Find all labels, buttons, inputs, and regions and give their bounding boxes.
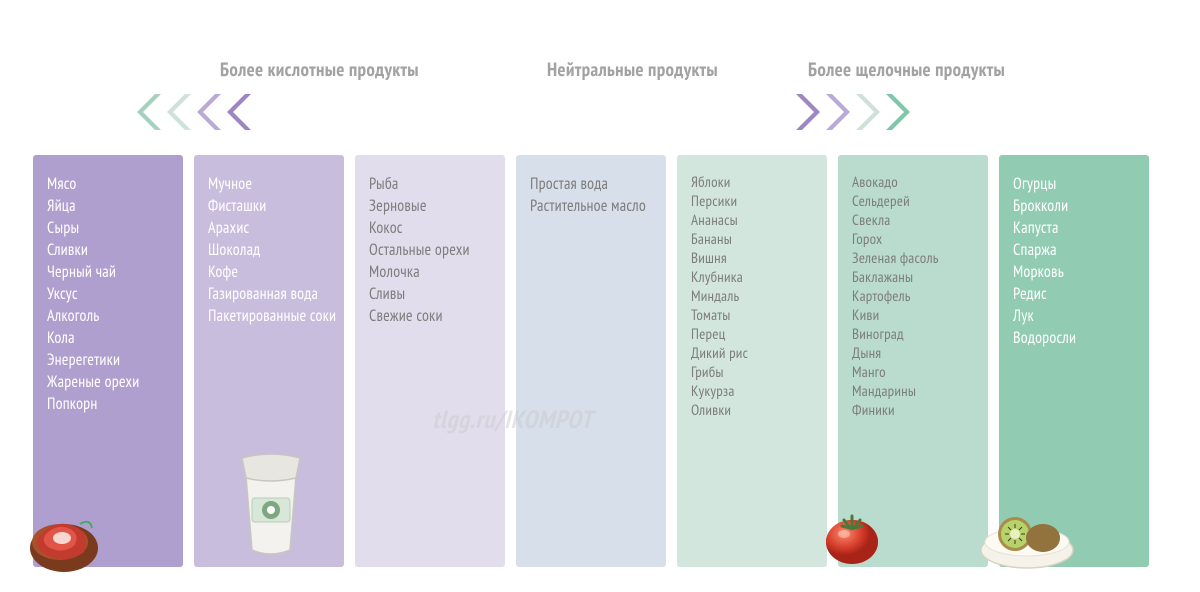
food-item: Зеленая фасоль: [852, 249, 974, 268]
chevron-icon: [880, 92, 914, 132]
food-item: Кофе: [208, 261, 330, 283]
food-item: Энерегетики: [47, 349, 169, 371]
header-acidic: Более кислотные продукты: [220, 58, 419, 82]
food-item: Перец: [691, 325, 813, 344]
food-item: Свежие соки: [369, 305, 491, 327]
food-item: Растительное масло: [530, 195, 652, 217]
chevron-icon: [850, 92, 884, 132]
chevron-icon: [133, 92, 167, 132]
arrows-left: [135, 92, 255, 132]
food-item: Баклажаны: [852, 268, 974, 287]
food-item: Водоросли: [1013, 327, 1135, 349]
food-item: Яйца: [47, 195, 169, 217]
chevron-icon: [223, 92, 257, 132]
food-item: Авокадо: [852, 173, 974, 192]
food-item: Лук: [1013, 305, 1135, 327]
food-item: Сливы: [369, 283, 491, 305]
food-item: Сыры: [47, 217, 169, 239]
watermark: tlgg.ru/IKOMPOT: [432, 403, 593, 435]
food-item: Оливки: [691, 401, 813, 420]
arrows-right: [792, 92, 912, 132]
food-item: Газированная вода: [208, 283, 330, 305]
column-5: АвокадоСельдерейСвеклаГорохЗеленая фасол…: [838, 155, 988, 567]
chevron-icon: [790, 92, 824, 132]
food-item: Бананы: [691, 230, 813, 249]
food-item: Грибы: [691, 363, 813, 382]
food-item: Сельдерей: [852, 192, 974, 211]
food-item: Спаржа: [1013, 239, 1135, 261]
food-item: Капуста: [1013, 217, 1135, 239]
food-item: Черный чай: [47, 261, 169, 283]
food-item: Дикий рис: [691, 344, 813, 363]
food-item: Брокколи: [1013, 195, 1135, 217]
food-item: Жареные орехи: [47, 371, 169, 393]
food-item: Дыня: [852, 344, 974, 363]
header-neutral: Нейтральные продукты: [547, 58, 718, 82]
food-item: Рыба: [369, 173, 491, 195]
header-alkaline: Более щелочные продукты: [808, 58, 1005, 82]
food-item: Уксус: [47, 283, 169, 305]
food-item: Мандарины: [852, 382, 974, 401]
column-4: ЯблокиПерсикиАнанасыБананыВишняКлубникаМ…: [677, 155, 827, 567]
food-item: Зерновые: [369, 195, 491, 217]
food-item: Манго: [852, 363, 974, 382]
food-item: Кола: [47, 327, 169, 349]
food-item: Молочка: [369, 261, 491, 283]
food-item: Остальные орехи: [369, 239, 491, 261]
food-item: Шоколад: [208, 239, 330, 261]
column-3: Простая водаРастительное масло: [516, 155, 666, 567]
food-item: Миндаль: [691, 287, 813, 306]
food-item: Ананасы: [691, 211, 813, 230]
food-item: Томаты: [691, 306, 813, 325]
food-item: Свекла: [852, 211, 974, 230]
food-item: Алкоголь: [47, 305, 169, 327]
food-item: Вишня: [691, 249, 813, 268]
food-item: Клубника: [691, 268, 813, 287]
food-item: Яблоки: [691, 173, 813, 192]
food-item: Финики: [852, 401, 974, 420]
column-2: РыбаЗерновыеКокосОстальные орехиМолочкаС…: [355, 155, 505, 567]
food-item: Виноград: [852, 325, 974, 344]
column-1: МучноеФисташкиАрахисШоколадКофеГазирован…: [194, 155, 344, 567]
food-item: Горох: [852, 230, 974, 249]
column-0: МясоЯйцаСырыСливкиЧерный чайУксусАлкогол…: [33, 155, 183, 567]
food-item: Фисташки: [208, 195, 330, 217]
food-item: Персики: [691, 192, 813, 211]
food-item: Кокос: [369, 217, 491, 239]
columns-container: МясоЯйцаСырыСливкиЧерный чайУксусАлкогол…: [33, 155, 1149, 567]
food-item: Морковь: [1013, 261, 1135, 283]
chevron-icon: [820, 92, 854, 132]
food-item: Огурцы: [1013, 173, 1135, 195]
chevron-icon: [163, 92, 197, 132]
food-item: Арахис: [208, 217, 330, 239]
food-item: Мучное: [208, 173, 330, 195]
food-item: Редис: [1013, 283, 1135, 305]
column-6: ОгурцыБрокколиКапустаСпаржаМорковьРедисЛ…: [999, 155, 1149, 567]
food-item: Картофель: [852, 287, 974, 306]
chevron-icon: [193, 92, 227, 132]
food-item: Сливки: [47, 239, 169, 261]
food-item: Мясо: [47, 173, 169, 195]
food-item: Простая вода: [530, 173, 652, 195]
food-item: Пакетированные соки: [208, 305, 330, 327]
food-item: Попкорн: [47, 393, 169, 415]
food-item: Кукурза: [691, 382, 813, 401]
food-item: Киви: [852, 306, 974, 325]
